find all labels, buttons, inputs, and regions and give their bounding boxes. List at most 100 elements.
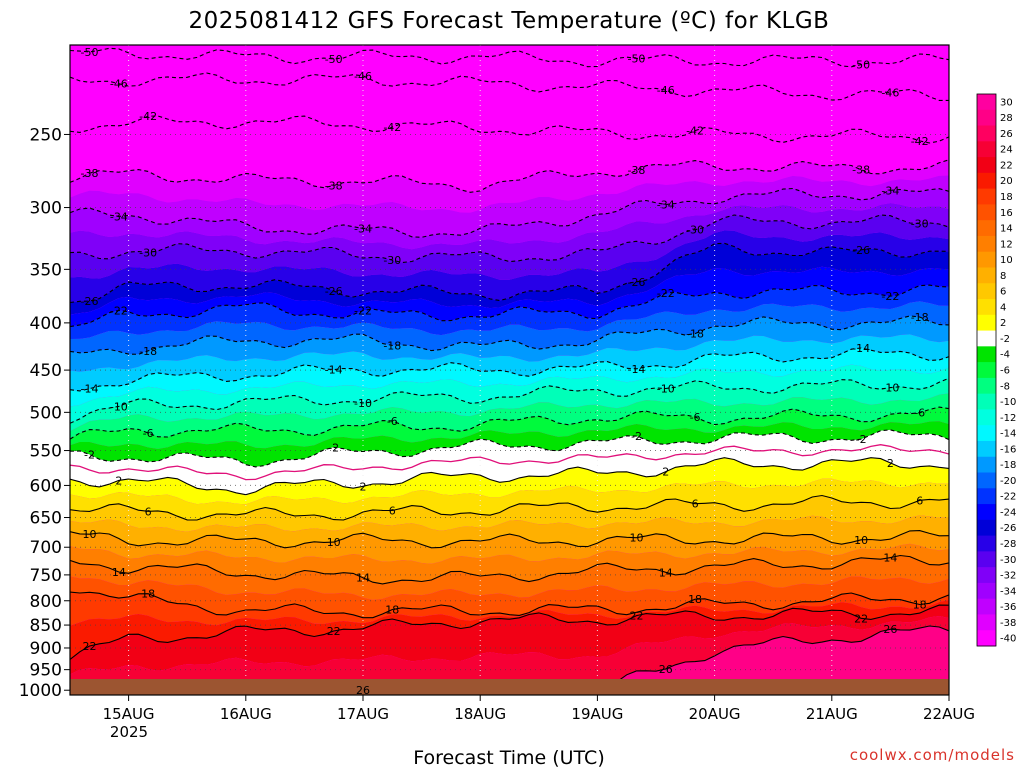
isotherm-label: -50 (325, 53, 343, 66)
colorbar-label: -36 (1000, 602, 1016, 613)
isotherm-line (70, 315, 949, 355)
y-tick-label: 750 (30, 566, 62, 586)
isotherm-line (70, 72, 949, 101)
isotherm-label: -14 (81, 383, 99, 396)
isotherm-label: -6 (914, 407, 925, 420)
y-tick-label: 700 (30, 538, 62, 558)
isotherm-label: -46 (110, 78, 128, 91)
isotherm-label: 2 (662, 466, 669, 479)
colorbar-label: 22 (1000, 161, 1013, 172)
x-tick-label: 15AUG (103, 705, 155, 723)
colorbar-swatch (977, 346, 996, 363)
isotherm-label: 14 (356, 572, 370, 585)
isotherm-line (70, 214, 949, 264)
isotherm-label: -10 (657, 382, 675, 395)
temperature-bands (70, 45, 949, 695)
isotherm-label: -2 (631, 430, 642, 443)
isotherm-label: 2 (115, 474, 122, 487)
isotherm-label: -30 (911, 218, 929, 231)
isotherm-label: 14 (883, 552, 897, 565)
isotherm-label: 18 (141, 588, 155, 601)
colorbar-swatch (977, 299, 996, 316)
colorbar-label: -40 (1000, 634, 1016, 645)
colorbar-label: -28 (1000, 539, 1016, 550)
colorbar-swatch (977, 630, 996, 647)
isotherm-line (70, 159, 949, 193)
temperature-band (70, 378, 949, 432)
isotherm-label: -6 (690, 411, 701, 424)
colorbar-swatch (977, 425, 996, 442)
colorbar-swatch (977, 456, 996, 474)
temperature-band (70, 364, 949, 424)
isotherm-label: -14 (325, 364, 343, 377)
x-tick-label: 21AUG (806, 705, 858, 723)
y-tick-label: 1000 (19, 681, 62, 701)
colorbar-swatch (977, 157, 996, 174)
temperature-band (70, 555, 949, 600)
isotherm-line (70, 604, 949, 660)
isotherm-label: -50 (852, 59, 870, 72)
isotherm-label: -10 (881, 382, 899, 395)
temperature-band (70, 515, 949, 548)
isotherm-label: 22 (629, 610, 643, 623)
isotherm-line (70, 377, 949, 424)
colorbar-label: -22 (1000, 492, 1016, 503)
temperature-band (70, 334, 949, 391)
temperature-band (70, 543, 949, 584)
colorbar-swatch (977, 141, 996, 158)
isotherm-label: 26 (659, 663, 673, 676)
colorbar-swatch (977, 567, 996, 584)
isotherm-label: 26 (883, 623, 897, 636)
isotherm-label: -30 (139, 246, 157, 259)
colorbar-swatch (977, 109, 996, 127)
isotherm-label: -2 (328, 441, 339, 454)
colorbar-swatch (977, 283, 996, 300)
isotherm-label: 18 (688, 593, 702, 606)
isotherm-line (70, 115, 949, 144)
temperature-band (70, 616, 949, 695)
colorbar-swatch (977, 393, 996, 410)
temperature-band (70, 407, 949, 449)
temperature-band (70, 48, 949, 83)
colorbar-label: -10 (1000, 397, 1016, 408)
colorbar-swatch (977, 535, 996, 552)
isotherm-label: -38 (852, 164, 870, 177)
colorbar-label: -8 (1000, 381, 1010, 392)
y-tick-label: 400 (30, 314, 62, 334)
colorbar-swatch (977, 488, 996, 505)
y-tick-label: 600 (30, 476, 62, 496)
isotherm-label: -22 (657, 287, 675, 300)
pressure-axis: 250 300 350 400 450 500 550 600 650 700 750 800 850 9… (19, 125, 70, 701)
y-tick-label: 350 (30, 260, 62, 280)
colorbar-label: 12 (1000, 239, 1013, 250)
isotherm-line (70, 457, 949, 496)
x-tick-label: 22AUG (923, 705, 975, 723)
temperature-band (70, 478, 949, 520)
temperature-band (70, 600, 949, 660)
isotherm-line (70, 47, 949, 68)
temperature-band (70, 444, 949, 495)
isotherm-line (70, 242, 949, 304)
chart-title: 2025081412 GFS Forecast Temperature (ºC)… (189, 8, 830, 34)
temperature-band (70, 429, 949, 480)
temperature-band (70, 266, 949, 327)
isotherm-label: -38 (627, 164, 645, 177)
isotherm-label: -6 (143, 427, 154, 440)
grid-lines (70, 45, 949, 695)
isotherm-label: -22 (881, 290, 899, 303)
isotherm-label: 2 (887, 457, 894, 470)
temperature-band (70, 159, 949, 213)
ground-surface (70, 679, 949, 695)
colorbar-label: 16 (1000, 208, 1013, 219)
isotherm-label: 22 (83, 640, 97, 653)
temperature-band (70, 605, 949, 675)
temperature-band (70, 285, 949, 339)
isotherm-labels: -50-50 -50 -50-46-46-46 -46-42-42 -42-42-38-… (81, 46, 929, 697)
isotherm-label: -26 (852, 244, 870, 257)
colorbar-swatch (977, 614, 996, 631)
colorbar-frame (976, 93, 997, 647)
y-tick-label: 550 (30, 442, 62, 462)
colorbar-swatch (977, 330, 996, 347)
isotherm-label: -38 (325, 180, 343, 193)
isotherm-label: -30 (686, 224, 704, 237)
